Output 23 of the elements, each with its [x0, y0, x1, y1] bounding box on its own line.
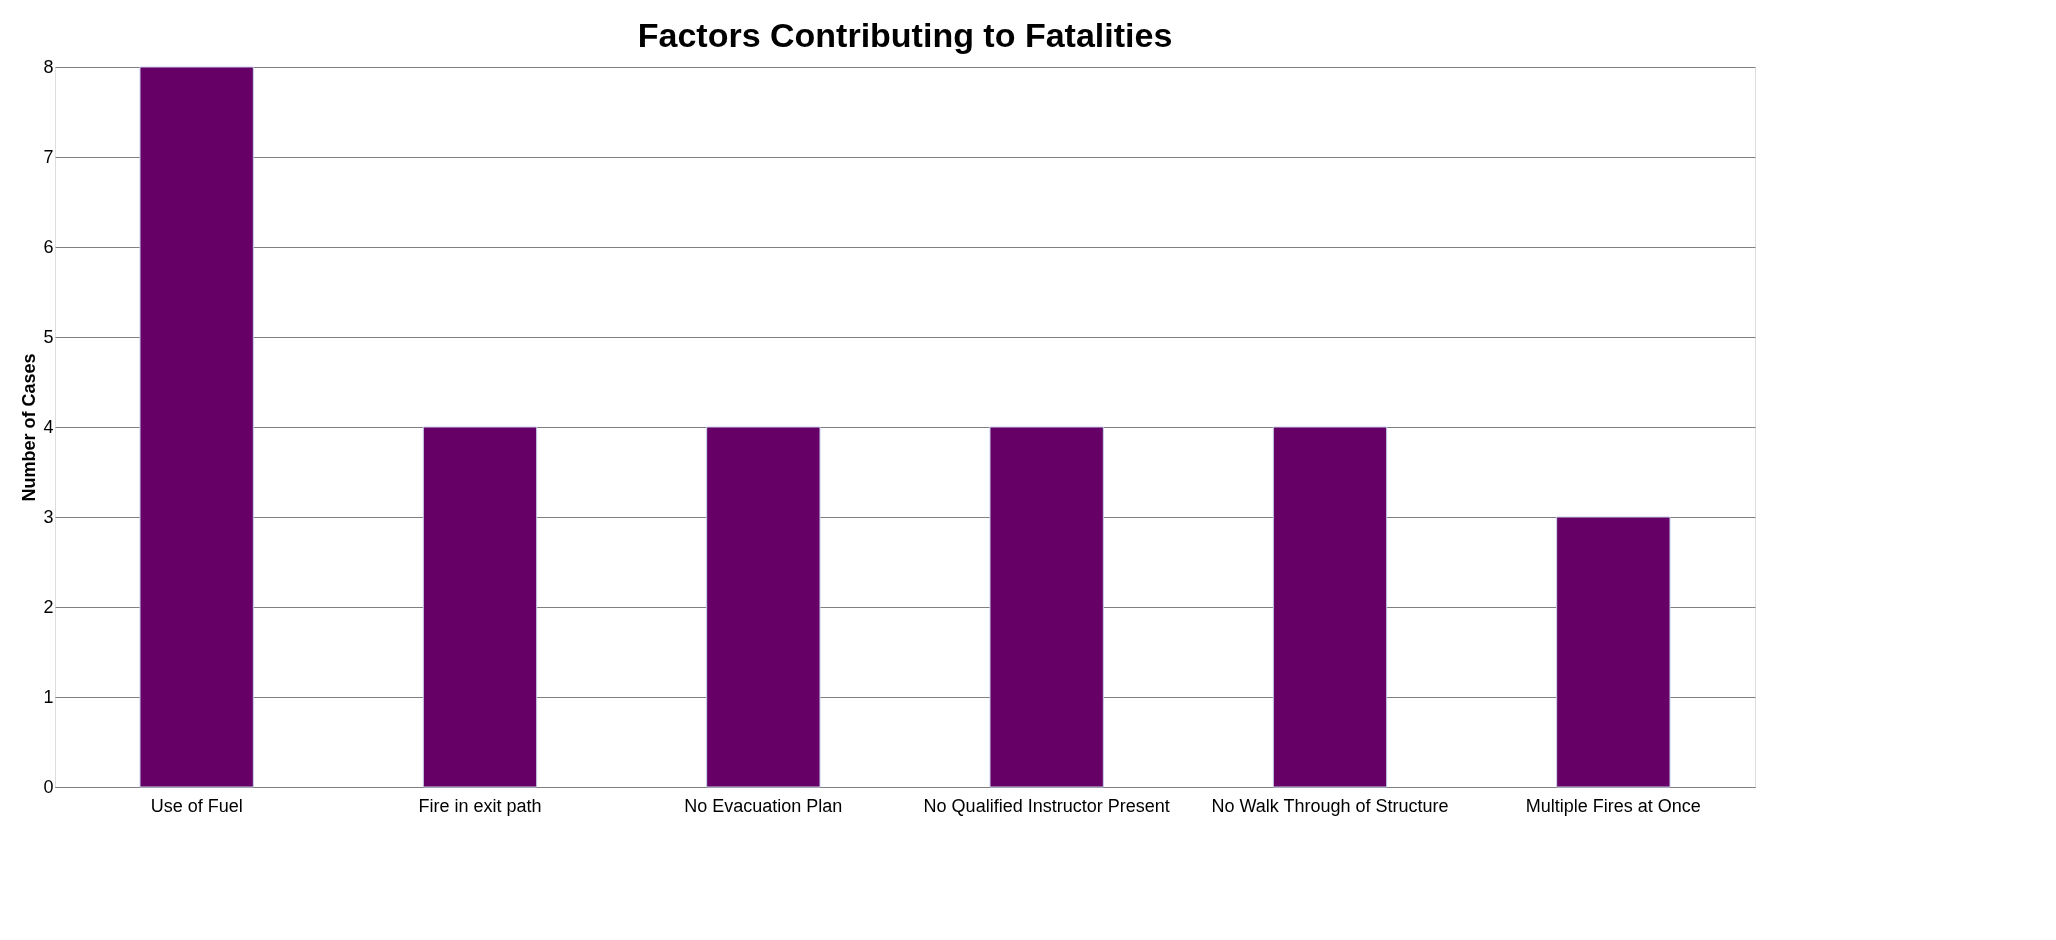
x-tick-label: Use of Fuel — [150, 795, 243, 816]
x-tick-label: Fire in exit path — [418, 795, 542, 816]
y-tick-label: 7 — [43, 146, 54, 167]
chart-title: Factors Contributing to Fatalities — [637, 16, 1173, 54]
y-tick-label: 1 — [43, 686, 54, 707]
bar — [139, 66, 254, 788]
bar — [706, 426, 821, 788]
x-tick-label: No Walk Through of Structure — [1211, 795, 1449, 816]
bar — [1272, 426, 1388, 788]
y-tick-label: 2 — [43, 596, 54, 617]
x-tick-label: Multiple Fires at Once — [1525, 795, 1701, 816]
x-tick-label: No Qualified Instructor Present — [923, 795, 1170, 816]
bar — [989, 426, 1104, 788]
bar — [422, 426, 538, 788]
y-tick-label: 4 — [43, 416, 54, 437]
y-tick-label: 6 — [43, 236, 54, 257]
y-tick-label: 5 — [43, 326, 54, 347]
bar — [1556, 516, 1671, 788]
x-tick-label: No Evacuation Plan — [684, 795, 843, 816]
y-tick-label: 3 — [43, 506, 54, 527]
y-axis-title: Number of Cases — [19, 353, 40, 502]
y-tick-label: 0 — [43, 776, 54, 797]
y-tick-label: 8 — [43, 56, 54, 77]
